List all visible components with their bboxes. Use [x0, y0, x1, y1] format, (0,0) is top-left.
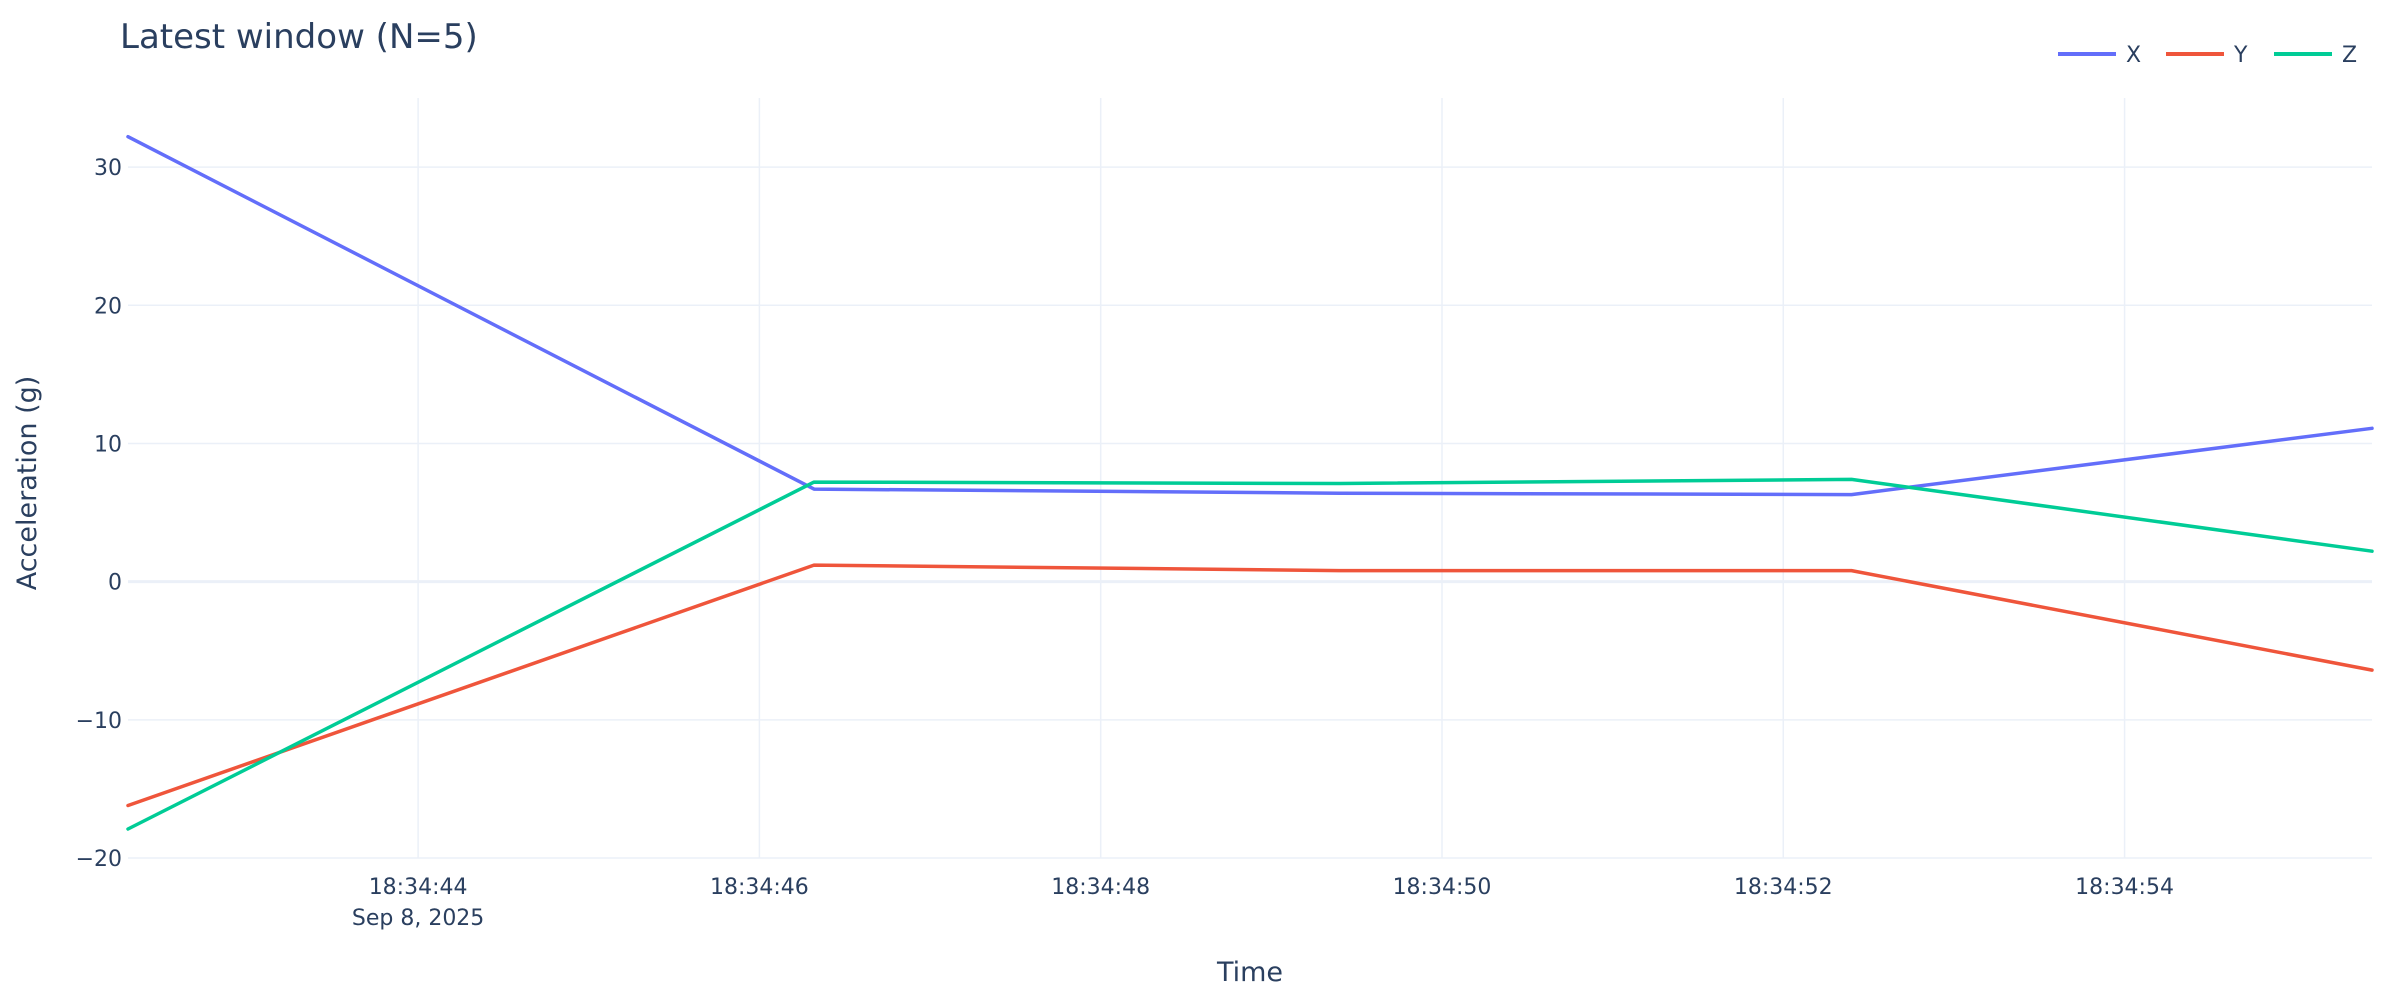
x-tick-label: 18:34:48 [1051, 875, 1150, 900]
y-tick-label: −10 [76, 709, 122, 734]
x-tick-label: 18:34:46 [710, 875, 809, 900]
grid [128, 98, 2372, 859]
chart-title: Latest window (N=5) [120, 17, 478, 57]
x-axis-title: Time [1216, 957, 1283, 988]
x-axis-ticks: 18:34:44 Sep 8, 2025 18:34:46 18:34:48 18:34… [352, 875, 2174, 931]
series-lines [126, 134, 2374, 831]
x-tick-label: 18:34:54 [2075, 875, 2174, 900]
legend-item-x[interactable]: X [2058, 43, 2141, 68]
legend-label: Z [2342, 43, 2357, 68]
legend-item-y[interactable]: Y [2166, 43, 2248, 68]
legend-label: X [2126, 43, 2141, 68]
x-tick-label: 18:34:52 [1734, 875, 1833, 900]
legend-label: Y [2233, 43, 2248, 68]
y-tick-label: 0 [108, 571, 122, 596]
y-tick-label: −20 [76, 847, 122, 872]
series-line-y [126, 563, 2374, 808]
x-tick-label: 18:34:44 [369, 875, 468, 900]
x-tick-date-label: Sep 8, 2025 [352, 906, 484, 931]
y-tick-label: 20 [94, 294, 122, 319]
legend[interactable]: X Y Z [2058, 43, 2357, 68]
legend-item-z[interactable]: Z [2274, 43, 2357, 68]
x-tick-label: 18:34:50 [1393, 875, 1492, 900]
series-line-z [126, 477, 2374, 831]
y-tick-label: 30 [94, 156, 122, 181]
y-tick-label: 10 [94, 432, 122, 457]
y-axis-ticks: 30 20 10 0 −10 −20 [76, 156, 122, 872]
series-line-x [126, 134, 2374, 497]
y-axis-title: Acceleration (g) [12, 376, 43, 591]
